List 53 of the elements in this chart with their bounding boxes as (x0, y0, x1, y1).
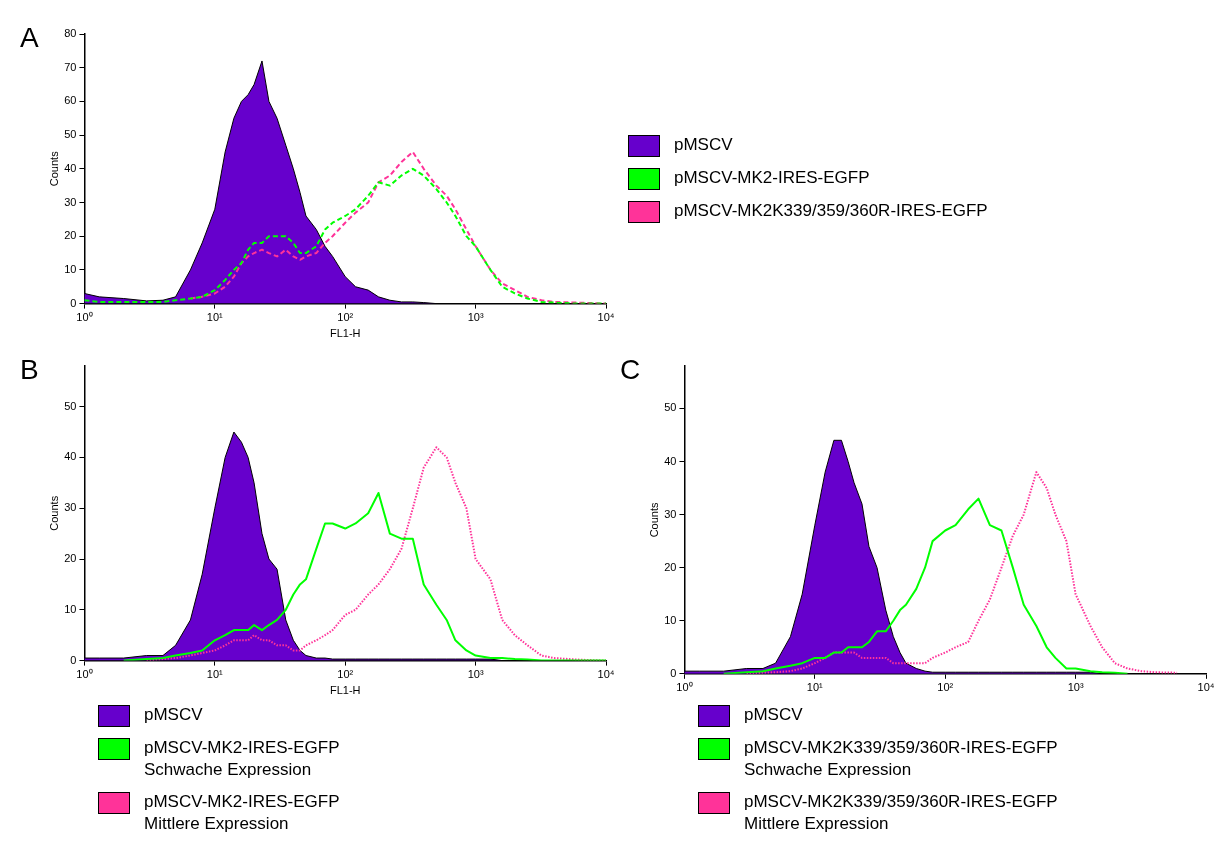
y-tick-label: 80 (64, 27, 77, 40)
legend-label: pMSCV-MK2K339/359/360R-IRES-EGFP Mittlere Expression (744, 791, 1058, 835)
y-tick-label: 10 (64, 262, 77, 275)
y-axis-title: Counts (647, 501, 660, 538)
x-tick-label: 10⁴ (1197, 681, 1215, 694)
x-tick-label: 10² (937, 681, 954, 694)
x-tick-label: 10³ (1067, 681, 1084, 694)
x-tick-label: 10³ (467, 668, 484, 681)
y-tick-label: 0 (70, 653, 77, 666)
y-tick-label: 30 (64, 195, 77, 208)
x-tick-label: 10⁴ (597, 311, 615, 324)
y-tick-label: 20 (664, 560, 677, 573)
legend-label: pMSCV-MK2-IRES-EGFP Mittlere Expression (144, 791, 340, 835)
x-tick-label: 10¹ (206, 668, 224, 681)
x-tick-label: 10⁰ (676, 681, 693, 694)
chart-title: C (620, 354, 641, 386)
y-tick-label: 40 (64, 161, 77, 174)
x-tick-label: 10⁰ (76, 668, 93, 681)
legend-label: pMSCV (144, 704, 203, 726)
x-tick-label: 10⁰ (76, 311, 93, 324)
chart-title: A (20, 22, 39, 54)
y-tick-label: 20 (64, 552, 77, 565)
y-tick-label: 10 (64, 602, 77, 615)
y-tick-label: 40 (64, 450, 77, 463)
y-tick-label: 0 (70, 296, 77, 309)
y-tick-label: 0 (670, 666, 677, 679)
y-tick-label: 60 (64, 94, 77, 107)
x-tick-label: 10² (337, 668, 354, 681)
y-tick-label: 20 (64, 229, 77, 242)
y-axis-title: Counts (47, 495, 60, 531)
y-tick-label: 10 (664, 613, 677, 626)
y-tick-label: 50 (664, 401, 677, 414)
y-tick-label: 30 (664, 507, 677, 520)
y-tick-label: 40 (664, 454, 677, 467)
x-axis-title: FL1-H (329, 684, 361, 697)
y-tick-label: 50 (64, 399, 77, 412)
y-tick-label: 70 (64, 60, 77, 73)
x-tick-label: 10⁴ (597, 668, 615, 681)
x-axis-title: FL1-H (329, 327, 361, 340)
legend-label: pMSCV-MK2-IRES-EGFP (674, 167, 870, 189)
chart-title: B (20, 354, 39, 386)
legend-label: pMSCV-MK2-IRES-EGFP Schwache Expression (144, 737, 340, 781)
x-tick-label: 10¹ (806, 681, 824, 694)
y-axis-title: Counts (47, 150, 60, 187)
legend-label: pMSCV-MK2K339/359/360R-IRES-EGFP (674, 200, 988, 222)
legend-label: pMSCV (674, 134, 733, 156)
x-tick-label: 10³ (467, 311, 484, 324)
legend-label: pMSCV-MK2K339/359/360R-IRES-EGFP Schwache Expression (744, 737, 1058, 781)
y-tick-label: 30 (64, 501, 77, 514)
x-tick-label: 10¹ (206, 311, 224, 324)
x-tick-label: 10² (337, 311, 354, 324)
legend-label: pMSCV (744, 704, 803, 726)
y-tick-label: 50 (64, 128, 77, 141)
